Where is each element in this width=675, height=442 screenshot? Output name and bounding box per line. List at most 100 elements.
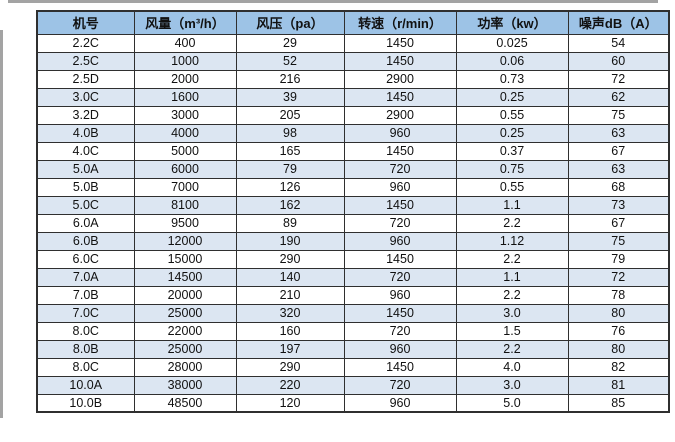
table-cell: 1450 (343, 33, 457, 53)
table-row: 3.2D 3000 205 2900 0.55 75 (36, 105, 670, 125)
table-row: 5.0A 6000 79 720 0.75 63 (36, 159, 670, 179)
table-cell: 1450 (343, 195, 457, 215)
table-cell: 5000 (133, 141, 237, 161)
fan-spec-table: 机号 风量（m³/h） 风压（pa） 转速（r/min） 功率（kw） 噪声dB（A） 2… (36, 10, 670, 413)
table-cell: 62 (567, 87, 670, 107)
table-row: 8.0C 22000 160 720 1.5 76 (36, 321, 670, 341)
column-header: 风量（m³/h） (133, 10, 237, 35)
table-cell: 48500 (133, 393, 237, 413)
table-cell: 0.73 (455, 69, 569, 89)
table-cell: 8.0C (36, 321, 135, 341)
table-cell: 3000 (133, 105, 237, 125)
table-cell: 79 (567, 249, 670, 269)
table-cell: 10.0A (36, 375, 135, 395)
table-row: 2.5C 1000 52 1450 0.06 60 (36, 51, 670, 71)
table-cell: 5.0C (36, 195, 135, 215)
table-cell: 220 (235, 375, 345, 395)
table-cell: 960 (343, 177, 457, 197)
table-cell: 6.0C (36, 249, 135, 269)
column-header: 功率（kw） (455, 10, 569, 35)
table-cell: 6.0B (36, 231, 135, 251)
table-cell: 63 (567, 123, 670, 143)
table-cell: 720 (343, 375, 457, 395)
table-cell: 720 (343, 213, 457, 233)
table-cell: 2.2C (36, 33, 135, 53)
table-cell: 960 (343, 339, 457, 359)
table-cell: 126 (235, 177, 345, 197)
table-cell: 67 (567, 141, 670, 161)
table-cell: 0.25 (455, 123, 569, 143)
table-cell: 1450 (343, 303, 457, 323)
table-row: 8.0C 28000 290 1450 4.0 82 (36, 357, 670, 377)
table-row: 6.0C 15000 290 1450 2.2 79 (36, 249, 670, 269)
table-row: 5.0C 8100 162 1450 1.1 73 (36, 195, 670, 215)
table-cell: 2.2 (455, 213, 569, 233)
table-cell: 75 (567, 231, 670, 251)
table-cell: 85 (567, 393, 670, 413)
table-row: 4.0C 5000 165 1450 0.37 67 (36, 141, 670, 161)
table-cell: 7.0A (36, 267, 135, 287)
table-cell: 82 (567, 357, 670, 377)
table-cell: 6.0A (36, 213, 135, 233)
table-row: 3.0C 1600 39 1450 0.25 62 (36, 87, 670, 107)
column-header: 噪声dB（A） (567, 10, 670, 35)
table-cell: 4.0 (455, 357, 569, 377)
table-cell: 720 (343, 321, 457, 341)
table-cell: 0.55 (455, 105, 569, 125)
table-cell: 3.0 (455, 303, 569, 323)
table-cell: 75 (567, 105, 670, 125)
table-row: 10.0A 38000 220 720 3.0 81 (36, 375, 670, 395)
table-cell: 52 (235, 51, 345, 71)
table-cell: 2.2 (455, 339, 569, 359)
table-cell: 54 (567, 33, 670, 53)
table-cell: 63 (567, 159, 670, 179)
table-row: 6.0A 9500 89 720 2.2 67 (36, 213, 670, 233)
table-cell: 79 (235, 159, 345, 179)
table-cell: 8100 (133, 195, 237, 215)
table-cell: 25000 (133, 303, 237, 323)
table-cell: 68 (567, 177, 670, 197)
table-cell: 960 (343, 231, 457, 251)
table-cell: 8.0C (36, 357, 135, 377)
table-cell: 10.0B (36, 393, 135, 413)
table-cell: 80 (567, 303, 670, 323)
table-cell: 29 (235, 33, 345, 53)
table-row: 4.0B 4000 98 960 0.25 63 (36, 123, 670, 143)
table-cell: 216 (235, 69, 345, 89)
table-cell: 0.25 (455, 87, 569, 107)
table-cell: 0.75 (455, 159, 569, 179)
table-cell: 4000 (133, 123, 237, 143)
table-cell: 0.06 (455, 51, 569, 71)
table-cell: 76 (567, 321, 670, 341)
table-cell: 9500 (133, 213, 237, 233)
table-cell: 197 (235, 339, 345, 359)
table-cell: 0.025 (455, 33, 569, 53)
table-cell: 89 (235, 213, 345, 233)
table-cell: 72 (567, 267, 670, 287)
table-cell: 67 (567, 213, 670, 233)
table-row: 2.2C 400 29 1450 0.025 54 (36, 33, 670, 53)
table-cell: 7000 (133, 177, 237, 197)
table-row: 2.5D 2000 216 2900 0.73 72 (36, 69, 670, 89)
table-cell: 2000 (133, 69, 237, 89)
table-cell: 5.0B (36, 177, 135, 197)
table-cell: 0.37 (455, 141, 569, 161)
table-row: 7.0A 14500 140 720 1.1 72 (36, 267, 670, 287)
table-cell: 0.55 (455, 177, 569, 197)
table-cell: 210 (235, 285, 345, 305)
table-cell: 162 (235, 195, 345, 215)
table-cell: 81 (567, 375, 670, 395)
table-cell: 140 (235, 267, 345, 287)
table-cell: 20000 (133, 285, 237, 305)
table-cell: 7.0B (36, 285, 135, 305)
table-row: 7.0C 25000 320 1450 3.0 80 (36, 303, 670, 323)
screen-edge-top-strip (8, 0, 658, 3)
table-header-row: 机号 风量（m³/h） 风压（pa） 转速（r/min） 功率（kw） 噪声dB（A） (36, 10, 670, 35)
table-cell: 2.2 (455, 285, 569, 305)
table-cell: 205 (235, 105, 345, 125)
table-cell: 6000 (133, 159, 237, 179)
table-row: 10.0B 48500 120 960 5.0 85 (36, 393, 670, 413)
column-header: 风压（pa） (235, 10, 345, 35)
table-cell: 1.1 (455, 267, 569, 287)
